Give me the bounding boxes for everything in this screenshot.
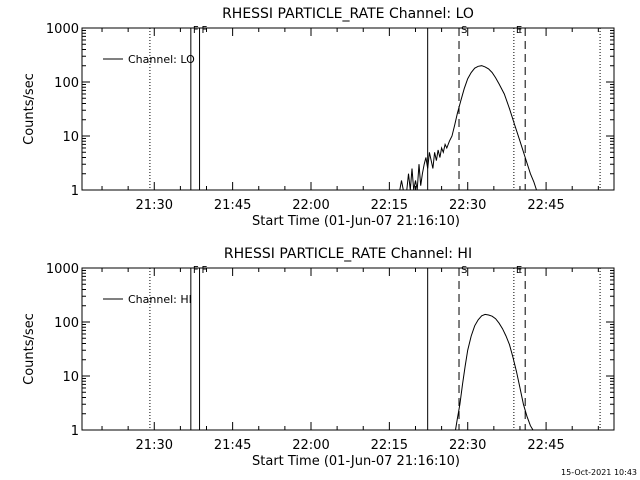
chart-title: RHESSI PARTICLE_RATE Channel: LO: [222, 6, 474, 22]
chart-title: RHESSI PARTICLE_RATE Channel: HI: [224, 246, 472, 262]
x-tick-label: 21:30: [136, 438, 173, 453]
legend-label: Channel: LO: [128, 53, 195, 66]
y-axis-label: Counts/sec: [22, 313, 37, 385]
y-tick-label: 1: [71, 424, 79, 439]
y-tick-label: 1000: [46, 22, 79, 37]
x-tick-label: 22:45: [527, 438, 564, 453]
marker-label: S: [461, 265, 467, 276]
marker-label: F: [202, 25, 208, 36]
y-axis-label: Counts/sec: [22, 73, 37, 145]
series-line: [455, 313, 534, 431]
marker-label: F: [193, 265, 199, 276]
x-tick-label: 22:00: [292, 438, 329, 453]
y-tick-label: 10: [62, 130, 79, 145]
marker-label: F: [202, 265, 208, 276]
x-tick-label: 22:15: [371, 438, 408, 453]
y-tick-label: 1: [71, 184, 79, 199]
marker-label: E: [516, 25, 522, 36]
y-tick-label: 100: [54, 316, 79, 331]
x-tick-label: 22:00: [292, 198, 329, 213]
x-tick-label: 22:15: [371, 198, 408, 213]
x-axis-label: Start Time (01-Jun-07 21:16:10): [252, 214, 460, 229]
footer-timestamp: 15-Oct-2021 10:43: [561, 468, 637, 477]
panel-hi: RHESSI PARTICLE_RATE Channel: HI 1 10 100 10…: [22, 246, 615, 469]
x-tick-label: 22:30: [449, 198, 486, 213]
x-tick-label: 21:30: [136, 198, 173, 213]
x-tick-label: 21:45: [214, 438, 251, 453]
legend-label: Channel: HI: [128, 293, 192, 306]
marker-label: F: [193, 25, 199, 36]
x-tick-label: 22:30: [449, 438, 486, 453]
marker-label: E: [516, 265, 522, 276]
x-axis-label: Start Time (01-Jun-07 21:16:10): [252, 454, 460, 469]
series-line: [399, 65, 537, 191]
plot-frame: [81, 27, 615, 191]
panel-lo: RHESSI PARTICLE_RATE Channel: LO 1 10 100 10…: [22, 6, 615, 229]
y-tick-label: 10: [62, 370, 79, 385]
x-tick-label: 22:45: [527, 198, 564, 213]
marker-label: S: [461, 25, 467, 36]
y-tick-label: 100: [54, 76, 79, 91]
plot-frame: [81, 267, 615, 431]
y-tick-label: 1000: [46, 262, 79, 277]
x-tick-label: 21:45: [214, 198, 251, 213]
